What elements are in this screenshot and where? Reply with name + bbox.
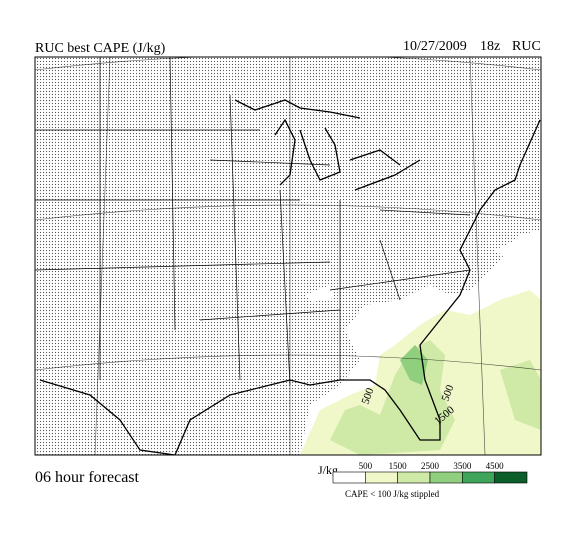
colorbar-tick-label: 2500 xyxy=(421,461,440,471)
map-frame xyxy=(34,56,542,456)
valid-hour: 18z xyxy=(480,39,500,54)
state-borders xyxy=(35,57,471,386)
model-name: RUC xyxy=(512,39,541,54)
colorbar-tick-label: 500 xyxy=(359,461,373,471)
colorbar-swatch xyxy=(429,471,463,484)
colorbar-tick-label: 1500 xyxy=(389,461,408,471)
stipple-note: CAPE < 100 J/kg stippled xyxy=(345,489,440,499)
contour-label: 500 xyxy=(440,383,457,403)
forecast-label: 06 hour forecast xyxy=(35,469,140,486)
contour-label: 500 xyxy=(360,386,377,406)
colorbar-swatch xyxy=(365,471,398,484)
cape-region-4 xyxy=(500,360,541,430)
colorbar-swatch xyxy=(397,471,431,484)
colorbar-tick-label: 3500 xyxy=(453,461,472,471)
valid-date: 10/27/2009 xyxy=(403,39,467,54)
colorbar-swatch xyxy=(462,471,495,484)
map-title: RUC best CAPE (J/kg) xyxy=(35,41,166,56)
colorbar-tick-label: 4500 xyxy=(486,461,505,471)
map-area xyxy=(35,57,541,455)
cape-low-patch xyxy=(305,238,530,302)
lat-lon-grid xyxy=(35,57,541,455)
colorbar: 500 1500 2500 3500 4500 xyxy=(332,461,528,484)
colorbar-swatch xyxy=(332,471,366,484)
colorbar-swatch xyxy=(494,471,528,484)
